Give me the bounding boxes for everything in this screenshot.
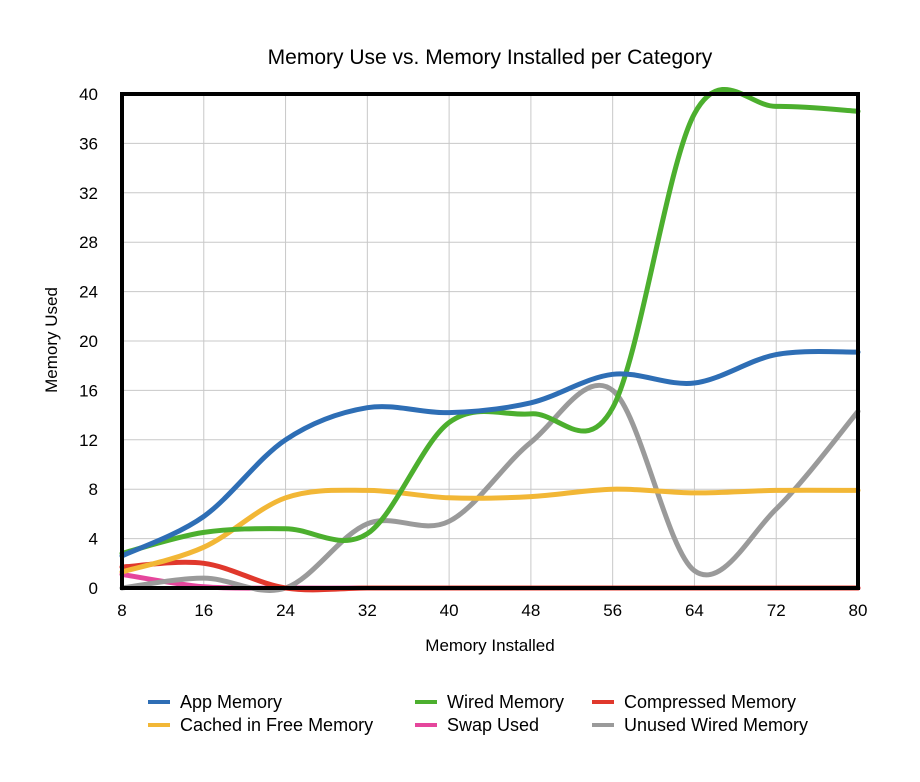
legend: App Memory Cached in Free Memory Wired Mem… xyxy=(148,692,808,735)
x-tick-label: 72 xyxy=(767,601,786,620)
series-line-wired-memory xyxy=(119,87,861,556)
x-axis-label: Memory Installed xyxy=(425,636,554,655)
y-tick-label: 20 xyxy=(79,332,98,351)
x-tick-label: 40 xyxy=(440,601,459,620)
legend-label-wired-memory: Wired Memory xyxy=(447,692,564,712)
y-tick-label: 36 xyxy=(79,134,98,153)
x-tick-label: 24 xyxy=(276,601,295,620)
y-tick-label: 28 xyxy=(79,233,98,252)
series-line-app-memory xyxy=(119,349,861,559)
series-line-cached-in-free-memory xyxy=(119,486,861,575)
x-tick-label: 16 xyxy=(194,601,213,620)
x-tick-label: 64 xyxy=(685,601,704,620)
y-tick-label: 32 xyxy=(79,184,98,203)
y-tick-label: 0 xyxy=(89,579,98,598)
y-tick-label: 40 xyxy=(79,85,98,104)
x-tick-label: 56 xyxy=(603,601,622,620)
legend-label-swap-used: Swap Used xyxy=(447,715,539,735)
plot-frame xyxy=(120,92,860,590)
y-tick-label: 12 xyxy=(79,431,98,450)
x-tick-label: 48 xyxy=(521,601,540,620)
y-axis-label: Memory Used xyxy=(42,287,61,393)
y-tick-label: 8 xyxy=(89,480,98,499)
chart-title: Memory Use vs. Memory Installed per Cate… xyxy=(268,46,713,69)
x-tick-label: 32 xyxy=(358,601,377,620)
y-tick-label: 4 xyxy=(89,530,98,549)
legend-label-cached-in-free-memory: Cached in Free Memory xyxy=(180,715,373,735)
legend-label-compressed-memory: Compressed Memory xyxy=(624,692,796,712)
legend-label-unused-wired-memory: Unused Wired Memory xyxy=(624,715,808,735)
legend-label-app-memory: App Memory xyxy=(180,692,282,712)
x-tick-label: 8 xyxy=(117,601,126,620)
y-tick-label: 24 xyxy=(79,283,98,302)
series-lines xyxy=(119,87,861,593)
x-tick-label: 80 xyxy=(849,601,868,620)
grid-lines xyxy=(121,93,859,589)
y-tick-label: 16 xyxy=(79,381,98,400)
